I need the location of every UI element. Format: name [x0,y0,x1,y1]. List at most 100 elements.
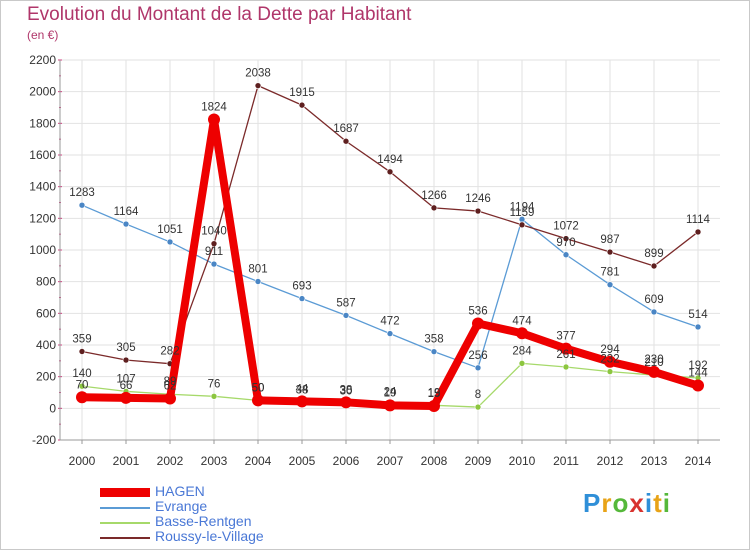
x-tick-label: 2003 [201,454,228,468]
data-point-hagen [252,394,264,407]
data-label-evrange: 609 [644,294,663,306]
data-point-evrange [562,251,570,259]
axes: -200 0 200 400 600 800 1000 1200 1400 1600 1800 200… [29,53,720,468]
data-point-hagen [692,379,704,392]
data-label-evrange: 1283 [69,187,95,199]
data-label-basse-rentgen: 192 [688,360,707,372]
data-labels: 1283 1164 1051 911 801 693 587 472 358 256 1194 970… [69,68,710,401]
x-tick-label: 2000 [69,454,96,468]
data-point-hagen [428,399,440,412]
data-label-basse-rentgen: 261 [556,349,575,361]
data-point-hagen [340,396,352,409]
data-label-evrange: 1164 [114,206,139,218]
data-point-basse-rentgen [78,382,86,390]
x-tick-label: 2006 [333,454,360,468]
data-label-roussy-le-village: 1040 [201,226,227,238]
x-tick-label: 2013 [641,454,668,468]
data-point-roussy-le-village [386,168,394,176]
data-label-evrange: 1194 [510,201,535,213]
data-point-hagen [164,392,176,405]
data-point-roussy-le-village [474,207,482,215]
data-label-hagen: 19 [384,387,397,399]
y-tick-label: 400 [36,338,56,352]
x-tick-label: 2004 [245,454,272,468]
data-point-evrange [650,308,658,316]
y-tick-label: 2200 [29,53,56,67]
data-point-roussy-le-village [694,228,702,236]
x-tick-label: 2012 [597,454,624,468]
y-tick-label: 1600 [29,148,56,162]
data-point-evrange [342,312,350,319]
legend-label: Roussy-le-Village [155,528,264,544]
unit-label: (en €) [27,28,59,42]
data-label-evrange: 587 [336,297,355,309]
data-point-hagen [560,342,572,355]
x-tick-label: 2014 [685,454,712,468]
y-tick-label: 200 [36,370,56,384]
data-label-hagen: 70 [76,379,89,391]
y-tick-label: 2000 [29,85,56,99]
x-tick-label: 2001 [113,454,140,468]
data-label-evrange: 358 [424,334,443,346]
data-label-basse-rentgen: 8 [475,389,481,401]
data-label-basse-rentgen: 24 [384,387,397,399]
data-point-roussy-le-village [342,137,350,145]
data-label-roussy-le-village: 1266 [421,190,447,202]
data-label-hagen: 144 [688,368,708,380]
data-point-evrange [474,364,482,372]
data-label-hagen: 44 [296,383,309,395]
data-label-basse-rentgen: 19 [428,387,441,399]
data-label-hagen: 1824 [201,102,227,114]
data-label-basse-rentgen: 284 [512,345,532,357]
data-label-evrange: 801 [248,264,267,276]
data-point-basse-rentgen [606,368,614,375]
data-point-basse-rentgen [562,363,570,371]
data-point-hagen [76,391,88,404]
y-tick-label: 800 [36,275,56,289]
data-point-hagen [296,395,308,408]
data-label-basse-rentgen: 50 [252,382,265,394]
data-point-evrange [166,238,174,246]
x-tick-label: 2011 [553,454,579,468]
data-point-roussy-le-village [78,348,86,355]
legend-label: Basse-Rentgen [155,513,252,529]
data-label-basse-rentgen: 140 [72,368,91,380]
x-tick-label: 2010 [509,454,536,468]
data-label-roussy-le-village: 305 [116,342,135,354]
data-point-hagen [384,399,396,412]
x-tick-label: 2008 [421,454,448,468]
data-label-roussy-le-village: 2038 [245,68,271,80]
data-label-hagen: 377 [556,331,575,343]
grid [60,59,720,441]
data-label-roussy-le-village: 1494 [377,154,403,166]
data-point-basse-rentgen [210,392,218,400]
data-label-roussy-le-village: 1072 [553,221,579,233]
data-label-evrange: 256 [468,350,487,362]
y-tick-label: 0 [49,401,56,415]
data-point-hagen [604,355,616,368]
data-label-evrange: 970 [556,237,575,249]
data-label-evrange: 472 [380,316,399,328]
data-point-evrange [254,278,262,285]
data-point-evrange [606,281,614,288]
data-label-basse-rentgen: 210 [644,357,663,369]
logo-letter: i [644,488,654,518]
data-label-hagen: 62 [164,381,177,393]
y-tick-label: 1000 [29,243,56,257]
chart-title: Evolution du Montant de la Dette par Hab… [27,4,412,25]
data-point-evrange [694,323,702,331]
logo-letter: t [653,488,663,518]
data-point-evrange [430,348,438,355]
data-point-roussy-le-village [650,262,658,270]
data-label-hagen: 294 [600,344,620,356]
data-label-roussy-le-village: 1246 [465,193,491,205]
x-tick-label: 2007 [377,454,404,468]
x-tick-label: 2005 [289,454,316,468]
legend-label: Evrange [155,498,208,514]
data-label-hagen: 15 [428,388,441,400]
data-point-hagen [516,327,528,340]
data-label-basse-rentgen: 76 [208,378,221,390]
x-tick-label: 2009 [465,454,492,468]
data-label-roussy-le-village: 282 [160,346,179,358]
proxiti-logo: Proxiti [583,488,671,519]
